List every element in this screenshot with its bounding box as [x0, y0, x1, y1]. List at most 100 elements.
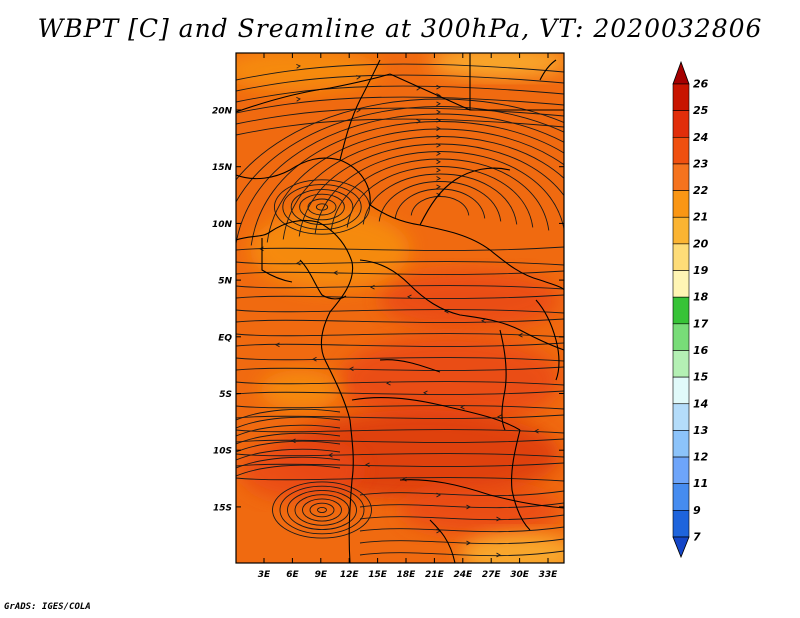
lon-label: 18E	[397, 570, 417, 580]
lat-label: 15S	[213, 503, 232, 513]
streamline	[236, 429, 564, 434]
country-border	[339, 59, 381, 161]
colorbar-swatch	[672, 483, 690, 511]
lat-label: 20N	[212, 107, 233, 117]
lat-label: 15N	[212, 163, 233, 173]
streamline-arrow	[466, 504, 471, 510]
colorbar-swatch	[672, 110, 690, 138]
streamline	[236, 448, 341, 461]
lon-label: 6E	[286, 570, 299, 580]
colorbar-label: 26	[693, 78, 709, 91]
longitude-axis: 3E 6E 9E 12E 15E 18E 21E 24E 27E 30E 33E	[258, 53, 558, 580]
streamline-arrow	[436, 109, 441, 115]
country-border	[379, 359, 441, 373]
streamline	[236, 440, 341, 453]
streamline-arrow	[436, 93, 441, 98]
colorbar-swatch	[672, 456, 690, 485]
colorbar-label: 11	[693, 477, 708, 490]
streamline-arrow	[291, 438, 296, 444]
streamline	[236, 270, 564, 275]
colorbar-bottom-arrow	[672, 536, 690, 559]
streamline-arrow	[436, 167, 441, 173]
streamline	[410, 196, 470, 216]
country-border	[261, 238, 293, 283]
colorbar-swatch	[672, 376, 690, 405]
streamline	[236, 333, 564, 338]
country-border	[236, 157, 371, 206]
streamline-arrow	[275, 342, 280, 348]
streamline-arrow	[444, 308, 449, 314]
lon-label: 21E	[425, 570, 445, 580]
streamline-arrow	[296, 96, 301, 102]
streamline-arrow	[312, 356, 317, 362]
colorbar-swatch	[672, 510, 690, 538]
streamline	[236, 453, 564, 458]
colorbar-label: 20	[693, 237, 709, 250]
streamline	[236, 113, 564, 247]
colorbar-label: 17	[693, 317, 709, 330]
colorbar-swatch	[672, 216, 690, 245]
streamline-arrow	[436, 101, 441, 107]
country-border	[419, 167, 511, 226]
streamline	[236, 118, 564, 136]
lon-label: 24E	[453, 570, 473, 580]
streamline-arrow	[496, 516, 501, 522]
colorbar-label: 9	[693, 504, 701, 517]
streamline-vortex	[273, 179, 371, 235]
streamline	[236, 342, 564, 347]
colorbar-swatch	[672, 403, 690, 431]
streamline-arrow	[365, 462, 370, 468]
streamline	[236, 285, 564, 290]
colorbar-label: 16	[693, 344, 709, 357]
lat-label: 5N	[218, 277, 232, 287]
streamline-vortex	[307, 198, 337, 216]
streamline-arrow	[423, 390, 428, 396]
streamline-arrow	[407, 294, 412, 300]
streamline-arrow	[534, 428, 539, 434]
country-border	[389, 73, 471, 111]
streamline	[236, 416, 341, 429]
streamline	[236, 405, 564, 410]
streamline	[236, 408, 341, 421]
streamline-arrow	[436, 134, 441, 140]
streamline	[236, 294, 564, 299]
streamline	[359, 502, 564, 509]
colorbar: 26 25 24 23 22 21 20 19 18 17 16 15 14 13 12 11 9 7	[672, 60, 709, 559]
streamline	[359, 526, 564, 533]
colorbar-label: 24	[693, 131, 708, 144]
streamline-arrow	[370, 284, 375, 290]
streamline	[236, 357, 564, 362]
temperature-field	[236, 53, 564, 563]
colorbar-label: 15	[693, 371, 709, 384]
streamline	[236, 424, 341, 437]
streamline-arrow	[436, 151, 441, 156]
country-border	[236, 219, 354, 361]
streamline-vortex	[317, 507, 327, 514]
streamline-arrow	[328, 452, 333, 458]
streamline	[359, 490, 564, 497]
streamline	[298, 143, 564, 237]
field-patch	[260, 370, 340, 410]
streamline	[359, 514, 564, 521]
streamline-arrow	[497, 414, 502, 420]
streamline	[394, 188, 486, 219]
country-border	[429, 519, 456, 563]
streamline-arrow	[333, 270, 338, 276]
streamline-arrow	[436, 159, 441, 165]
lon-label: 3E	[258, 570, 271, 580]
lon-label: 12E	[340, 570, 360, 580]
colorbar-top-arrow	[672, 60, 690, 85]
lat-label: 5S	[219, 390, 232, 400]
streamline-vortex	[299, 193, 345, 221]
colorbar-label: 18	[693, 291, 709, 304]
country-border	[369, 204, 564, 291]
colorbar-label: 14	[693, 397, 708, 410]
streamline-arrow	[386, 380, 391, 386]
map-frame	[235, 52, 565, 564]
streamline-arrow	[416, 118, 421, 124]
streamline-vortex	[287, 490, 357, 531]
streamline	[236, 309, 564, 314]
streamline-arrow	[402, 476, 407, 482]
streamline	[236, 74, 564, 92]
